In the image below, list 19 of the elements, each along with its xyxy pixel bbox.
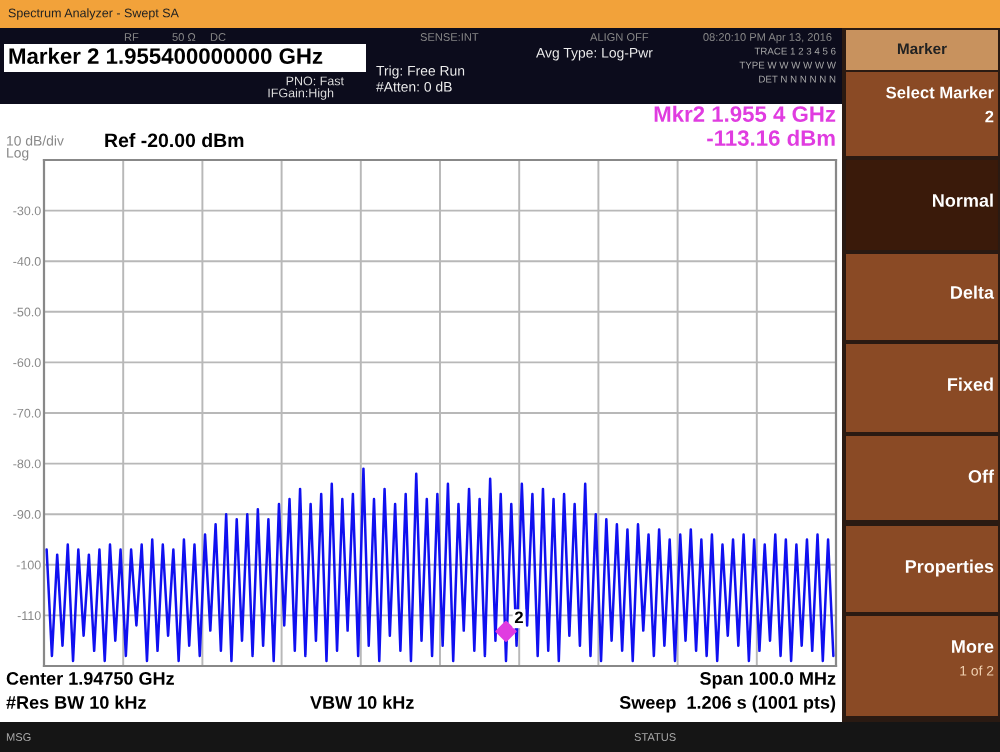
- text: -113.16 dBm: [707, 129, 835, 146]
- text: Center 1.94750 GHz: [6, 672, 174, 685]
- text: Properties: [905, 559, 994, 577]
- text: #Res BW 10 kHz: [6, 695, 146, 709]
- text: 2: [985, 110, 994, 123]
- text: Off: [968, 469, 995, 483]
- text: Delta: [951, 285, 995, 299]
- annotation: 2: [514, 611, 523, 624]
- text: Mkr2 1.955 4 GHz: [654, 105, 836, 122]
- line-series: [45, 467, 835, 663]
- text: Normal: [933, 193, 993, 207]
- text: More: [952, 640, 994, 653]
- text: Select Marker: [886, 86, 994, 99]
- text: Span 100.0 MHz: [700, 672, 836, 689]
- chart-title: Marker 2 1.955400000000 GHz: [9, 47, 323, 64]
- text: Fixed: [948, 377, 993, 391]
- text: Sweep 1.206 s (1001 pts): [619, 695, 836, 713]
- text: Ref -20.00 dBm: [105, 132, 244, 148]
- text: VBW 10 kHz: [310, 695, 414, 709]
